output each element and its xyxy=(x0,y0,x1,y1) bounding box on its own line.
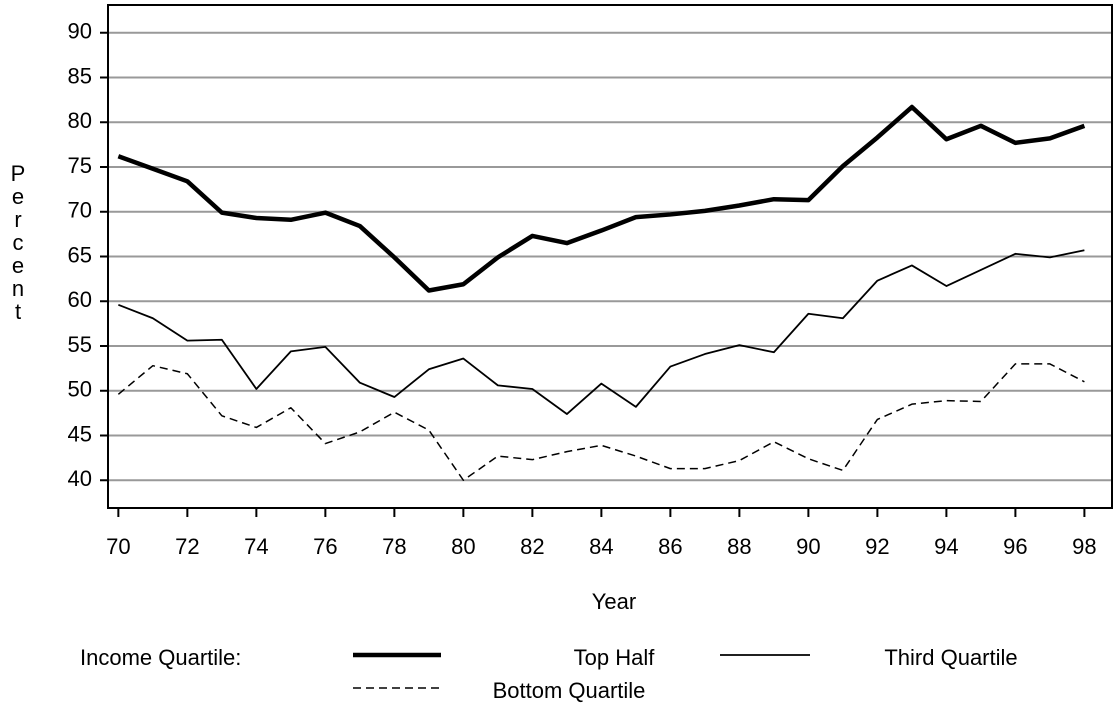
legend-label: Top Half xyxy=(574,645,656,670)
y-tick-label: 65 xyxy=(68,242,92,267)
x-tick-label: 86 xyxy=(658,534,682,559)
y-tick-label: 75 xyxy=(68,153,92,178)
x-tick-label: 76 xyxy=(313,534,337,559)
plot-frame xyxy=(107,4,1113,509)
x-tick-label: 82 xyxy=(520,534,544,559)
legend-label: Bottom Quartile xyxy=(493,678,646,703)
x-tick-label: 84 xyxy=(589,534,613,559)
y-tick-label: 45 xyxy=(68,421,92,446)
line-series xyxy=(117,104,1086,293)
y-tick-label: 70 xyxy=(68,198,92,223)
y-tick-label: 50 xyxy=(68,377,92,402)
x-tick-label: 98 xyxy=(1072,534,1096,559)
x-tick-label: 72 xyxy=(175,534,199,559)
x-tick-label: 70 xyxy=(106,534,130,559)
x-tick-label: 88 xyxy=(727,534,751,559)
legend-title: Income Quartile: xyxy=(80,645,241,670)
y-tick-label: 80 xyxy=(68,108,92,133)
x-tick-label: 94 xyxy=(934,534,958,559)
x-tick-label: 80 xyxy=(451,534,475,559)
y-tick-label: 90 xyxy=(68,19,92,44)
x-axis-label: Year xyxy=(592,589,636,614)
line-series xyxy=(117,363,1085,482)
x-tick-label: 90 xyxy=(796,534,820,559)
x-tick-label: 96 xyxy=(1003,534,1027,559)
x-tick-label: 74 xyxy=(244,534,268,559)
y-tick-label: 85 xyxy=(68,63,92,88)
y-tick-label: 40 xyxy=(68,466,92,491)
x-tick-label: 92 xyxy=(865,534,889,559)
y-tick-label: 60 xyxy=(68,287,92,312)
legend-label: Third Quartile xyxy=(884,645,1017,670)
line-series xyxy=(118,249,1085,415)
y-tick-label: 55 xyxy=(68,332,92,357)
x-tick-label: 78 xyxy=(382,534,406,559)
